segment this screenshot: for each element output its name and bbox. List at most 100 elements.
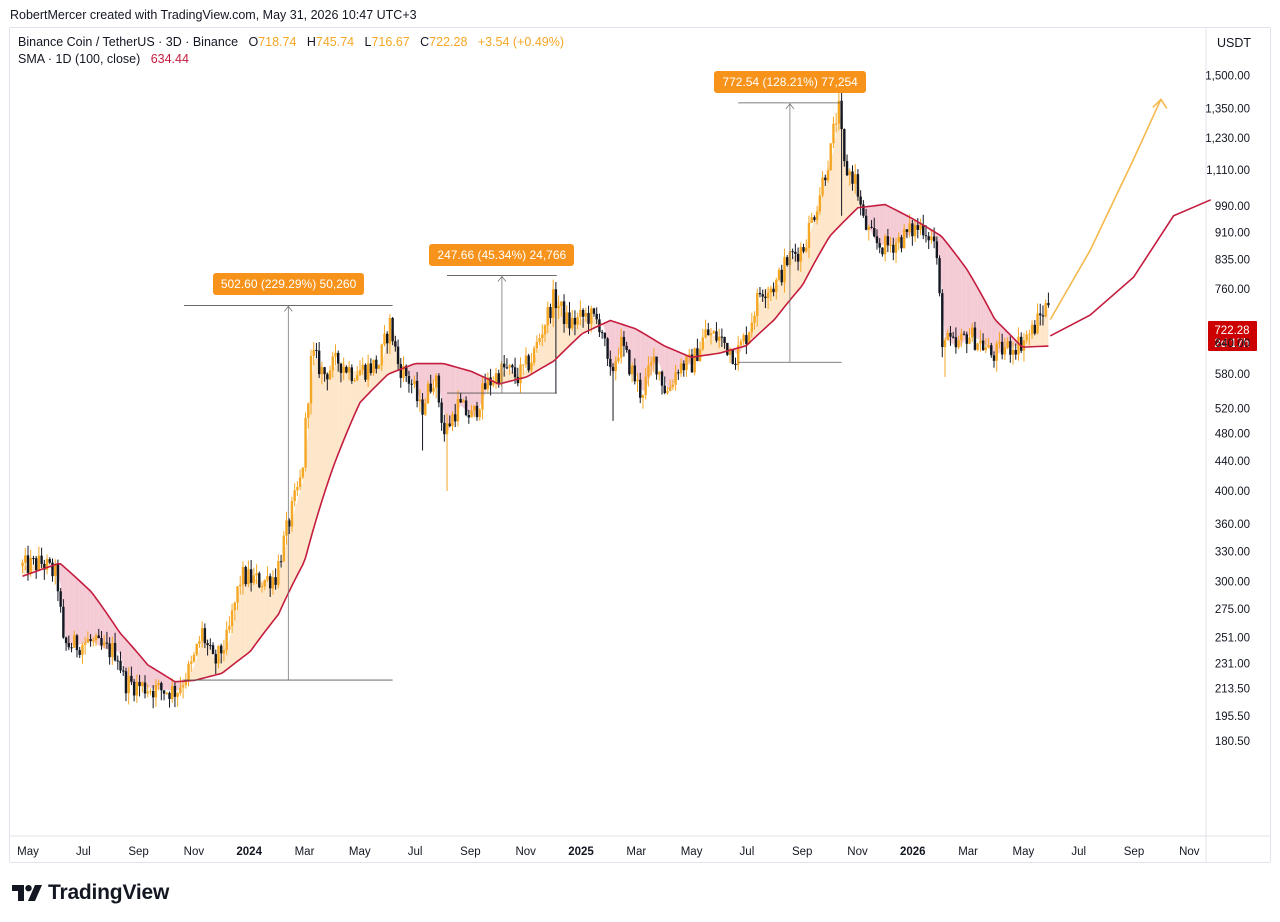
candle-body [807,222,811,248]
candle-body [772,288,775,293]
sma-fill-segment [68,571,72,646]
sma-fill-segment [811,219,815,268]
sma-fill-segment [966,269,970,338]
sma-fill-segment [248,577,252,653]
candle-body [475,405,479,418]
candle-body [962,333,966,335]
measurement-callout-2[interactable]: 247.66 (45.34%) 24,766 [429,243,575,266]
sma-fill-segment [164,674,167,691]
sma-fill-segment [1045,306,1049,347]
candle-body [802,247,805,252]
candle-body [870,226,873,228]
candle-body [990,345,993,356]
candle-body [987,345,990,348]
candle-body [818,195,822,212]
candle-body [557,306,560,309]
sma-fill-segment [294,500,298,581]
candle-body [56,564,60,592]
sma-fill-segment [60,563,64,614]
candle-body [658,371,661,375]
time-axis-layer: May Jul Sep Nov 2024 Mar May Jul Sep Nov 2025 Mar Ma… [17,846,1200,858]
candle-body [116,660,119,662]
chart-frame[interactable] [9,27,1271,863]
candle-body [573,317,577,325]
candle-body [64,637,68,644]
candle-body [429,383,432,392]
candle-body [141,682,144,687]
candle-body [293,490,296,502]
sma-fill-segment [836,118,839,230]
candle-body [252,575,256,583]
measurement-callout-1[interactable]: 502.60 (229.29%) 50,260 [212,273,365,296]
candle-body [677,372,680,374]
tradingview-logo[interactable]: TradingView [12,878,169,908]
sma-fill-segment [1029,333,1033,347]
price-tick-label: 910.00 [1215,228,1250,240]
sma-fill-segment [662,344,665,380]
candle-body [840,100,843,130]
candle-body [584,312,588,317]
candle-body [946,332,949,341]
candle-body [851,171,854,184]
candle-body [1036,313,1039,334]
candle-body [26,555,30,573]
candle-body [652,356,656,363]
sma-fill-segment [876,205,880,244]
candle-body [834,123,838,125]
candle-body [603,332,607,339]
sma-fill-segment [463,369,467,411]
sma-fill-segment [637,329,641,385]
candle-body [309,355,313,404]
sma-legend-row[interactable]: SMA · 1D (100, close) 634.44 [18,51,564,68]
chart-legend[interactable]: Binance Coin / TetherUS · 3D · Binance O… [18,34,564,68]
candle-body [399,364,402,378]
candle-body [911,223,914,237]
close-label: C [420,35,430,49]
sma-fill-segment [381,353,385,381]
candle-body [785,257,789,266]
sma-fill-segment [830,150,834,236]
candle-body [200,628,204,642]
measure-arrow-head [284,305,293,312]
sma-layer [22,203,1049,683]
sma-fill-segment [939,234,943,300]
sma-fill-segment [215,661,219,675]
sma-fill-segment [291,510,295,586]
candle-body [799,247,802,262]
sma-fill-segment [242,576,246,658]
sma-fill-segment [297,490,301,575]
candle-body [1006,341,1009,348]
sma-fill-segment [199,641,203,680]
candle-body [190,661,193,664]
sma-fill-segment [822,181,826,249]
candle-body [922,224,925,236]
sma-fill-segment [950,247,954,345]
candle-body [551,289,555,318]
sma-fill-segment [534,352,537,373]
price-tick-label: 480.00 [1215,429,1250,441]
candle-body [43,563,46,570]
candle-body [21,562,24,567]
candle-body [864,215,868,230]
sma-fill-segment [449,365,453,428]
price-projection-arrow [1049,99,1162,320]
measurement-callout-3[interactable]: 772.54 (128.21%) 77,254 [714,70,866,93]
candle-body [766,292,770,299]
time-tick-label: Nov [515,846,536,858]
candle-body [67,643,71,648]
low-label: L [364,35,372,49]
candle-body [617,357,620,362]
symbol-legend-row[interactable]: Binance Coin / TetherUS · 3D · Binance O… [18,34,564,51]
candle-body [764,296,767,299]
candle-body [998,341,1001,344]
candle-body [1003,347,1007,355]
candle-body [693,348,696,373]
candle-body [396,346,400,365]
sma-line [22,203,1049,683]
price-axis-currency[interactable]: USDT [1217,36,1251,50]
candle-body [350,367,354,381]
candle-body [995,343,998,361]
sma-fill-segment [213,654,216,676]
projection-arrow-head [1152,98,1168,109]
